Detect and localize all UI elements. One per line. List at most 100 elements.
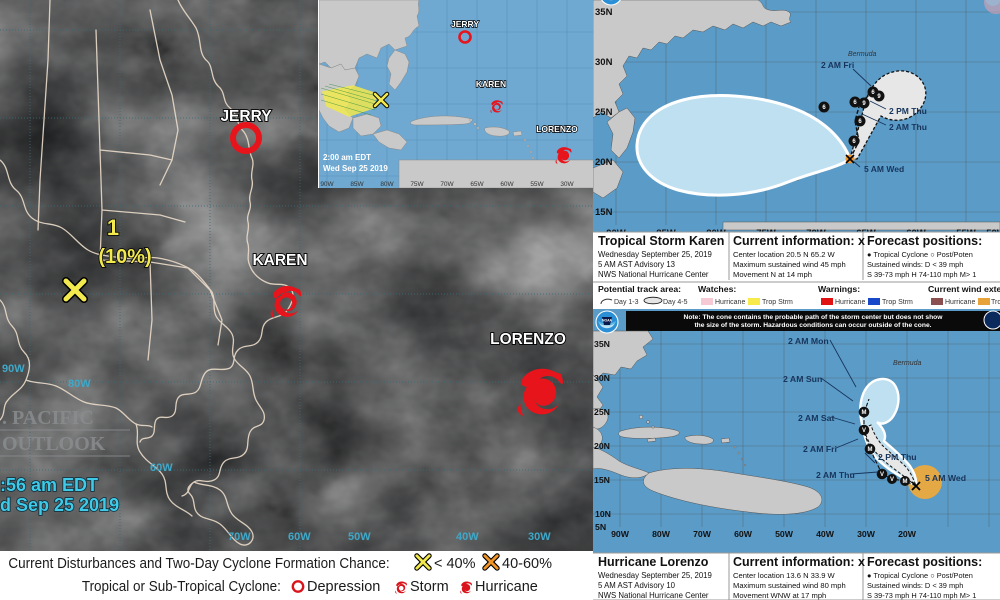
svg-text:Forecast positions:: Forecast positions: <box>867 234 982 248</box>
svg-text:LORENZO: LORENZO <box>536 124 578 134</box>
svg-text:LORENZO: LORENZO <box>490 331 566 348</box>
svg-text:85W: 85W <box>350 181 364 188</box>
svg-text:2 AM Fri: 2 AM Fri <box>821 60 854 70</box>
svg-text:2 AM Mon: 2 AM Mon <box>788 336 829 346</box>
svg-text:Bermuda: Bermuda <box>848 51 877 58</box>
svg-text:15N: 15N <box>594 475 610 485</box>
svg-text:Hurricane: Hurricane <box>715 299 745 306</box>
svg-text:Maximum sustained wind 80 mph: Maximum sustained wind 80 mph <box>733 581 846 590</box>
svg-text:● Tropical Cyclone ○ Post/Pote: ● Tropical Cyclone ○ Post/Poten <box>867 250 973 259</box>
svg-text:V: V <box>862 428 866 434</box>
svg-text:60W: 60W <box>288 531 311 543</box>
svg-text:80W: 80W <box>68 378 91 390</box>
svg-text:90W: 90W <box>320 181 334 188</box>
svg-text:M: M <box>868 447 873 453</box>
svg-text:Wednesday September 25, 2019: Wednesday September 25, 2019 <box>598 250 712 259</box>
svg-text:5 AM Wed: 5 AM Wed <box>925 473 966 483</box>
svg-text:d Sep 25 2019: d Sep 25 2019 <box>0 495 119 515</box>
svg-text:2:00 am EDT: 2:00 am EDT <box>323 153 371 162</box>
svg-text:80W: 80W <box>380 181 394 188</box>
svg-text:50W: 50W <box>775 529 794 539</box>
svg-text::56 am EDT: :56 am EDT <box>0 475 98 495</box>
svg-text:30N: 30N <box>595 57 613 68</box>
svg-text:50W: 50W <box>348 531 371 543</box>
svg-text:Center location 13.6 N 33.9 W: Center location 13.6 N 33.9 W <box>733 571 836 580</box>
svg-text:V: V <box>880 472 884 478</box>
svg-text:KAREN: KAREN <box>476 79 506 89</box>
svg-text:NWS National Hurricane Center: NWS National Hurricane Center <box>598 591 709 600</box>
svg-text:Current information: x: Current information: x <box>733 555 865 569</box>
svg-text:(10%): (10%) <box>98 246 151 268</box>
svg-text:65W: 65W <box>470 181 484 188</box>
svg-text:S 39-73 mph H 74-110 mph M>: S 39-73 mph H 74-110 mph M> 1 <box>867 591 976 600</box>
svg-text:40-60%: 40-60% <box>502 556 552 572</box>
svg-text:Forecast positions:: Forecast positions: <box>867 555 982 569</box>
svg-text:Sustained winds: D < 39 m: Sustained winds: D < 39 mph <box>867 260 963 269</box>
svg-text:Sustained winds: D < 39 m: Sustained winds: D < 39 mph <box>867 581 963 590</box>
svg-text:Movement N at 14 mph: Movement N at 14 mph <box>733 270 812 279</box>
svg-text:Hurricane: Hurricane <box>835 299 865 306</box>
svg-text:Trop Strm: Trop Strm <box>762 299 793 306</box>
svg-text:20W: 20W <box>898 529 917 539</box>
svg-text:10N: 10N <box>595 509 611 519</box>
svg-text:Day 1-3: Day 1-3 <box>614 299 639 306</box>
svg-text:5 AM Wed: 5 AM Wed <box>864 164 904 174</box>
svg-text:40W: 40W <box>816 529 835 539</box>
svg-text:Bermuda: Bermuda <box>893 360 922 367</box>
svg-text:KAREN: KAREN <box>252 252 307 269</box>
svg-text:5 AM AST Advisory 13: 5 AM AST Advisory 13 <box>598 260 675 269</box>
svg-text:2 AM Fri: 2 AM Fri <box>803 444 837 454</box>
svg-text:Current wind exten: Current wind exten <box>928 284 1000 294</box>
svg-text:90W: 90W <box>611 529 630 539</box>
svg-text:● Tropical Cyclone ○ Post/Pote: ● Tropical Cyclone ○ Post/Poten <box>867 571 973 580</box>
svg-text:2 AM Sat: 2 AM Sat <box>798 413 834 423</box>
svg-text:2 AM Thu: 2 AM Thu <box>816 470 855 480</box>
svg-text:S 39-73 mph H 74-110 mph M>: S 39-73 mph H 74-110 mph M> 1 <box>867 270 976 279</box>
svg-text:Warnings:: Warnings: <box>818 284 860 294</box>
svg-text:Tropical or Sub-Tropical Cyclo: Tropical or Sub-Tropical Cyclone: <box>82 578 281 595</box>
svg-text:2 AM Sun: 2 AM Sun <box>783 374 822 384</box>
svg-text:5 AM AST Advisory 10: 5 AM AST Advisory 10 <box>598 581 676 590</box>
svg-text:Depression: Depression <box>307 579 380 595</box>
svg-text:55W: 55W <box>530 181 544 188</box>
svg-text:15N: 15N <box>595 207 613 218</box>
svg-text:Tropical Storm Karen: Tropical Storm Karen <box>598 234 724 248</box>
svg-text:80W: 80W <box>652 529 671 539</box>
svg-text:35N: 35N <box>595 7 613 18</box>
svg-text:Day 4-5: Day 4-5 <box>663 299 688 306</box>
svg-text:90W: 90W <box>2 363 25 375</box>
svg-text:V: V <box>890 477 894 483</box>
svg-text:2 PM Thu: 2 PM Thu <box>889 106 927 116</box>
svg-text:Movement WNW at 17 mph: Movement WNW at 17 mph <box>733 591 826 600</box>
svg-text:Hurricane: Hurricane <box>945 299 975 306</box>
svg-text:40W: 40W <box>456 531 479 543</box>
svg-text:30W: 30W <box>857 529 876 539</box>
svg-text:1: 1 <box>107 215 119 240</box>
svg-text:70W: 70W <box>693 529 712 539</box>
svg-text:30W: 30W <box>528 531 551 543</box>
svg-text:M: M <box>903 479 908 485</box>
svg-text:60W: 60W <box>734 529 753 539</box>
svg-text:Trop Strm: Trop Strm <box>882 299 913 306</box>
svg-text:25N: 25N <box>594 407 610 417</box>
svg-text:JERRY: JERRY <box>451 19 479 29</box>
svg-text:70W: 70W <box>228 531 251 543</box>
svg-text:NWS National Hurricane Center: NWS National Hurricane Center <box>598 270 709 279</box>
svg-text:Wed Sep 25 2019: Wed Sep 25 2019 <box>323 164 388 173</box>
svg-text:30W: 30W <box>560 181 574 188</box>
svg-text:2 PM Thu: 2 PM Thu <box>878 452 917 462</box>
svg-text:20N: 20N <box>594 441 610 451</box>
svg-text:Potential track area:: Potential track area: <box>598 284 681 294</box>
svg-text:NOAA: NOAA <box>602 319 613 323</box>
svg-text:M: M <box>862 410 867 416</box>
svg-text:5N: 5N <box>595 522 606 532</box>
svg-text:30N: 30N <box>594 373 610 383</box>
svg-text:the size of the storm. Hazardo: the size of the storm. Hazardous conditi… <box>694 322 931 329</box>
svg-text:. PACIFIC: . PACIFIC <box>2 407 94 429</box>
svg-text:60W: 60W <box>500 181 514 188</box>
svg-text:70W: 70W <box>440 181 454 188</box>
svg-text:Note: The cone contains the pr: Note: The cone contains the probable pat… <box>684 314 944 321</box>
svg-text:JERRY: JERRY <box>220 108 272 125</box>
svg-text:Storm: Storm <box>410 579 449 595</box>
svg-text:Wednesday September 25, 2019: Wednesday September 25, 2019 <box>598 571 712 580</box>
